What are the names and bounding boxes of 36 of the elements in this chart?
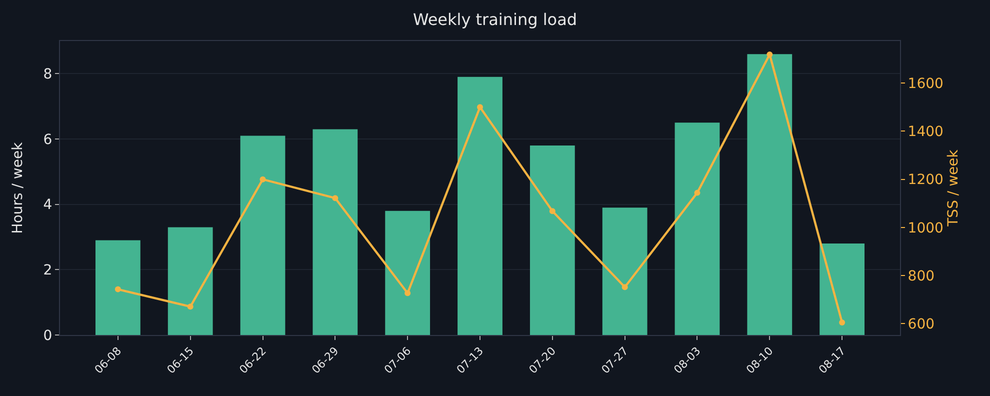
point	[332, 195, 338, 202]
chart-title: Weekly training load	[412, 10, 578, 30]
bar	[674, 122, 720, 335]
y-tick-label: 4	[43, 197, 52, 214]
point	[114, 286, 121, 292]
bar	[820, 244, 865, 335]
point	[549, 208, 556, 214]
point	[766, 51, 773, 58]
point	[622, 284, 628, 290]
y-tick-label: 2	[43, 262, 52, 279]
point	[477, 104, 483, 110]
bar	[602, 208, 648, 335]
point	[839, 319, 846, 326]
y2-axis-title: TSS / week	[945, 148, 962, 228]
y2-tick-label: 1000	[908, 220, 944, 236]
point	[187, 304, 194, 310]
y-tick-label: 6	[43, 132, 52, 148]
bar	[312, 129, 358, 335]
bar	[168, 227, 213, 335]
y2-tick-label: 1200	[908, 172, 944, 188]
bar	[240, 136, 286, 335]
bar	[95, 240, 140, 335]
point	[694, 190, 700, 196]
y2-tick-label: 1400	[908, 124, 944, 140]
bar	[458, 76, 502, 335]
y-tick-label: 0	[43, 328, 52, 344]
y-tick-label: 8	[43, 66, 52, 83]
bar	[747, 54, 792, 335]
point	[404, 290, 411, 296]
y2-tick-label: 800	[908, 268, 935, 284]
point	[260, 176, 266, 182]
y2-tick-label: 1600	[908, 76, 944, 92]
y-axis-title: Hours / week	[10, 141, 26, 234]
y2-tick-label: 600	[908, 316, 935, 333]
bar	[530, 146, 575, 335]
bar	[385, 210, 430, 335]
